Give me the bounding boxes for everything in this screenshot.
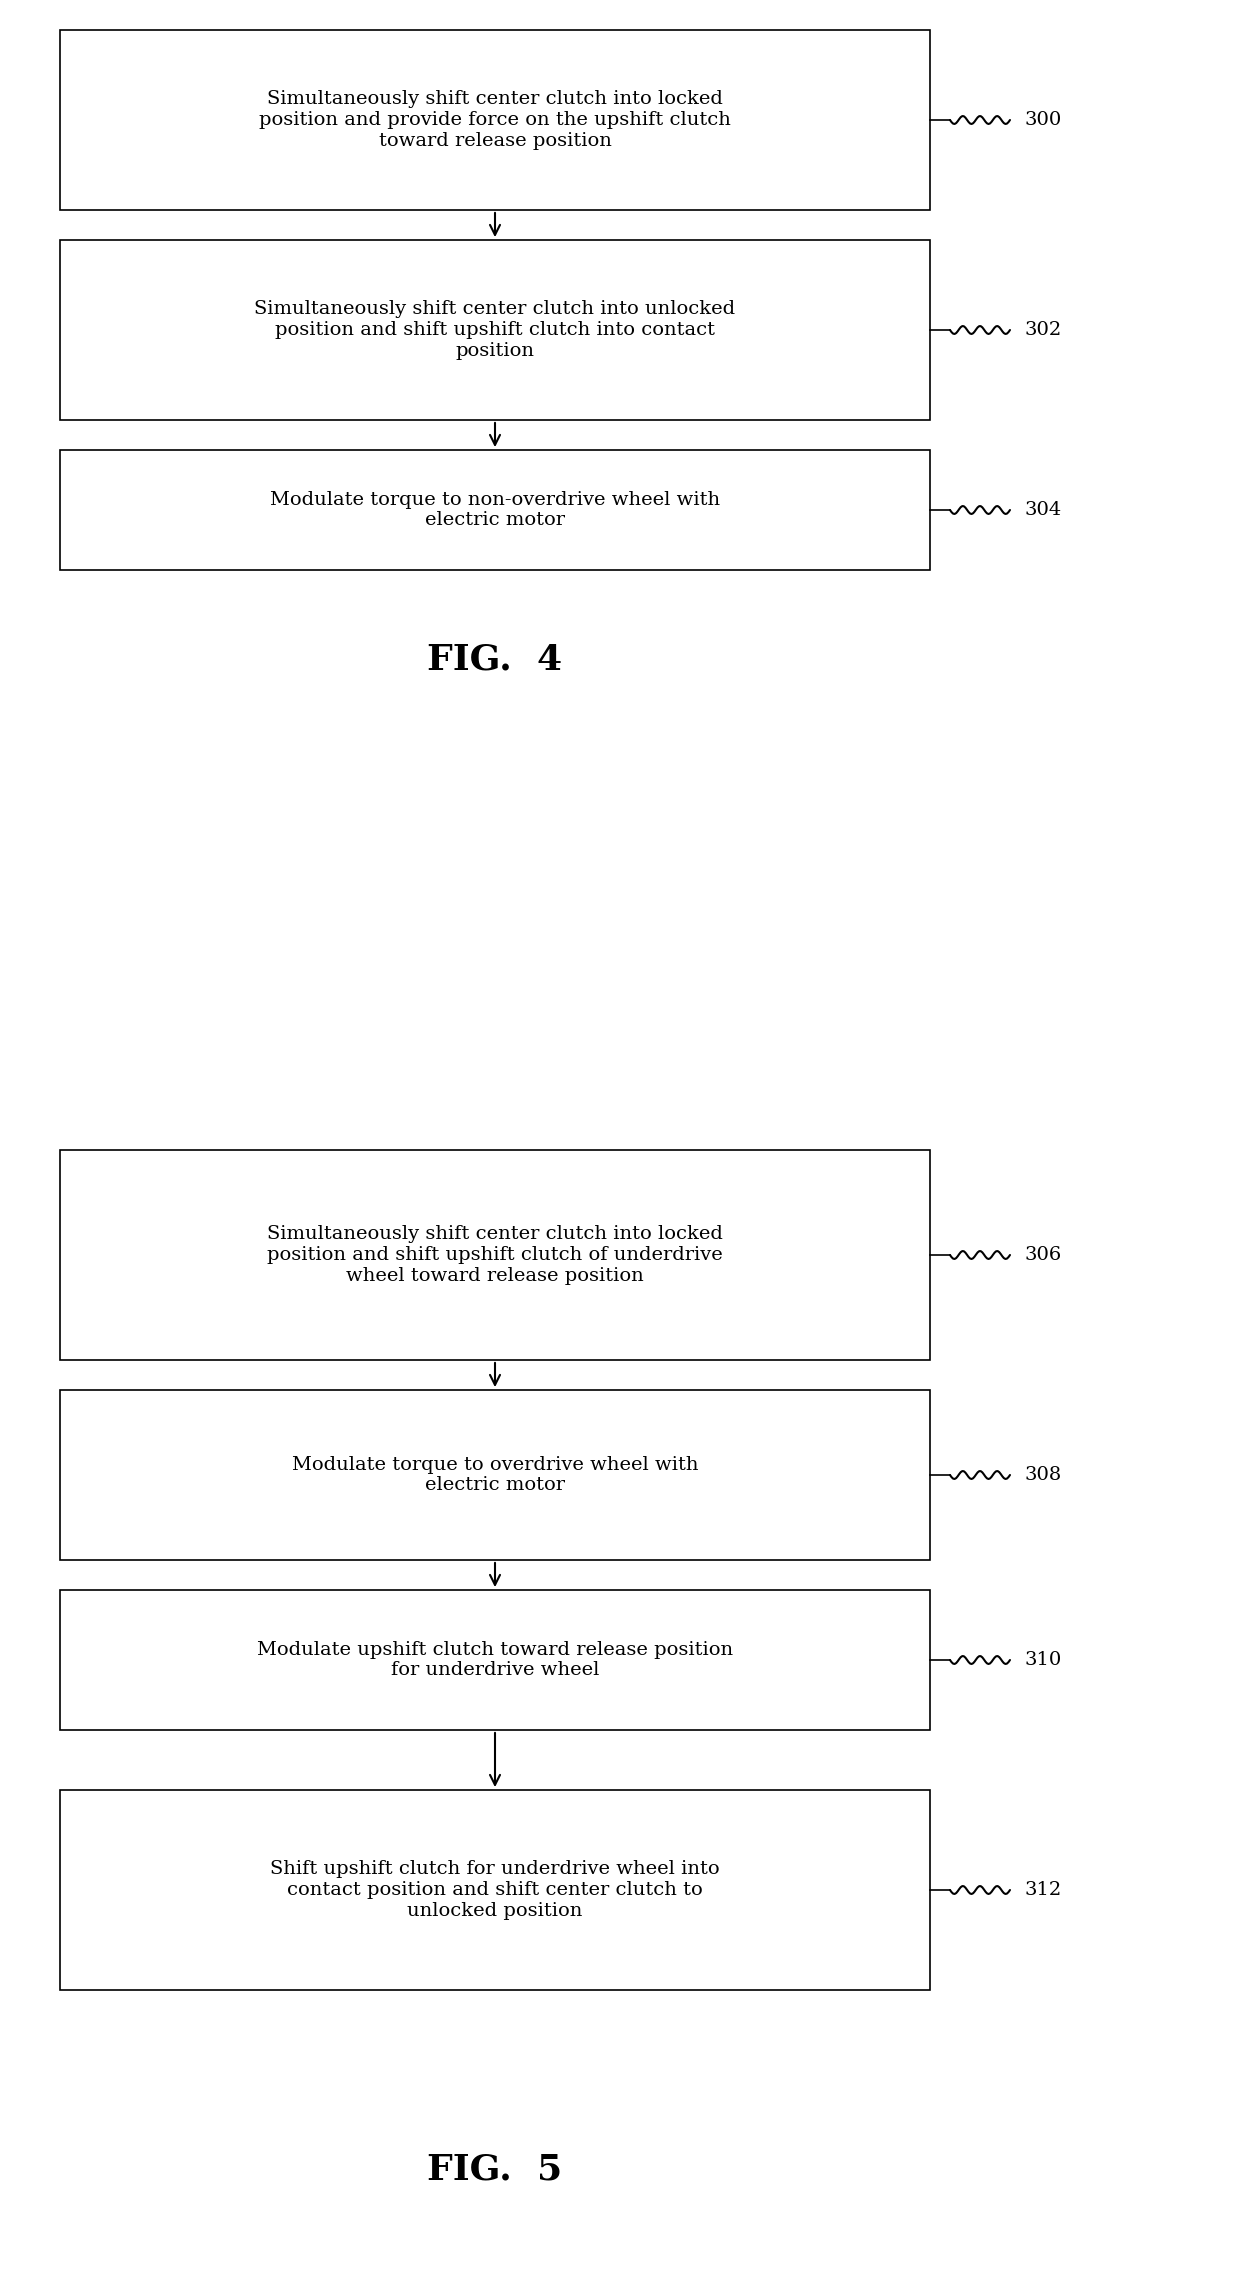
Text: Modulate torque to overdrive wheel with
electric motor: Modulate torque to overdrive wheel with …: [291, 1456, 698, 1494]
Bar: [60, 450, 930, 569]
Text: Simultaneously shift center clutch into unlocked
position and shift upshift clut: Simultaneously shift center clutch into …: [254, 299, 735, 359]
Text: Modulate upshift clutch toward release position
for underdrive wheel: Modulate upshift clutch toward release p…: [257, 1641, 733, 1679]
Bar: [60, 1389, 930, 1561]
Bar: [60, 1149, 930, 1360]
Text: Simultaneously shift center clutch into locked
position and shift upshift clutch: Simultaneously shift center clutch into …: [267, 1225, 723, 1284]
Text: 304: 304: [1025, 500, 1063, 519]
Text: 310: 310: [1025, 1652, 1063, 1668]
Text: 300: 300: [1025, 112, 1063, 128]
Text: 312: 312: [1025, 1881, 1063, 1899]
Bar: [60, 240, 930, 420]
Text: FIG.  5: FIG. 5: [428, 2152, 563, 2187]
Text: Modulate torque to non-overdrive wheel with
electric motor: Modulate torque to non-overdrive wheel w…: [270, 491, 720, 530]
Text: FIG.  4: FIG. 4: [428, 642, 563, 676]
Text: 302: 302: [1025, 320, 1063, 338]
Bar: [60, 30, 930, 210]
Text: 308: 308: [1025, 1467, 1063, 1483]
Text: 306: 306: [1025, 1245, 1063, 1264]
Text: Shift upshift clutch for underdrive wheel into
contact position and shift center: Shift upshift clutch for underdrive whee…: [270, 1860, 719, 1919]
Bar: [60, 1789, 930, 1990]
Bar: [60, 1590, 930, 1730]
Text: Simultaneously shift center clutch into locked
position and provide force on the: Simultaneously shift center clutch into …: [259, 89, 730, 151]
